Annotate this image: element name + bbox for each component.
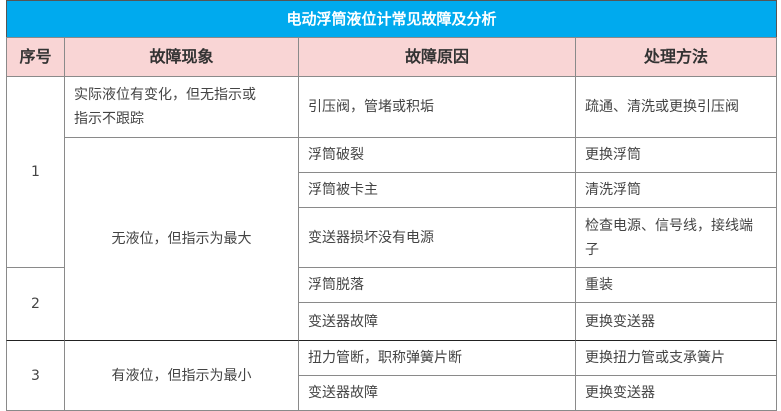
cause-cell: 变送器故障 xyxy=(298,375,576,411)
fix-cell: 清洗浮筒 xyxy=(575,172,777,208)
cause-cell: 浮筒破裂 xyxy=(298,137,576,173)
symptom-text: 实际液位有变化，但无指示或指示不跟踪 xyxy=(74,87,256,127)
symptom-cell: 无液位，但指示为最大 xyxy=(64,137,299,341)
header-symptom: 故障现象 xyxy=(64,37,299,77)
header-number: 序号 xyxy=(6,37,65,77)
fix-cell: 重装 xyxy=(575,267,777,303)
fix-text: 检查电源、信号线，接线端子 xyxy=(585,217,753,258)
fix-cell: 检查电源、信号线，接线端子 xyxy=(575,207,777,268)
group-number: 2 xyxy=(6,267,65,341)
group-number: 3 xyxy=(6,340,65,411)
cause-cell: 引压阀，管堵或积垢 xyxy=(298,76,576,138)
fix-cell: 更换扭力管或支承簧片 xyxy=(575,340,777,376)
cause-cell: 浮筒被卡主 xyxy=(298,172,576,208)
fix-cell: 疏通、清洗或更换引压阀 xyxy=(575,76,777,138)
header-fix: 处理方法 xyxy=(575,37,777,77)
cause-cell: 变送器故障 xyxy=(298,302,576,341)
fix-cell: 更换变送器 xyxy=(575,375,777,411)
cause-cell: 浮筒脱落 xyxy=(298,267,576,303)
symptom-cell: 实际液位有变化，但无指示或指示不跟踪 xyxy=(64,76,299,138)
symptom-cell: 有液位，但指示为最小 xyxy=(64,340,299,411)
cause-cell: 扭力管断，职称弹簧片断 xyxy=(298,340,576,376)
fix-cell: 更换变送器 xyxy=(575,302,777,341)
table-title: 电动浮筒液位计常见故障及分析 xyxy=(6,0,777,38)
header-cause: 故障原因 xyxy=(298,37,576,77)
cause-cell: 变送器损坏没有电源 xyxy=(298,207,576,268)
group-number: 1 xyxy=(6,76,65,268)
fix-cell: 更换浮筒 xyxy=(575,137,777,173)
